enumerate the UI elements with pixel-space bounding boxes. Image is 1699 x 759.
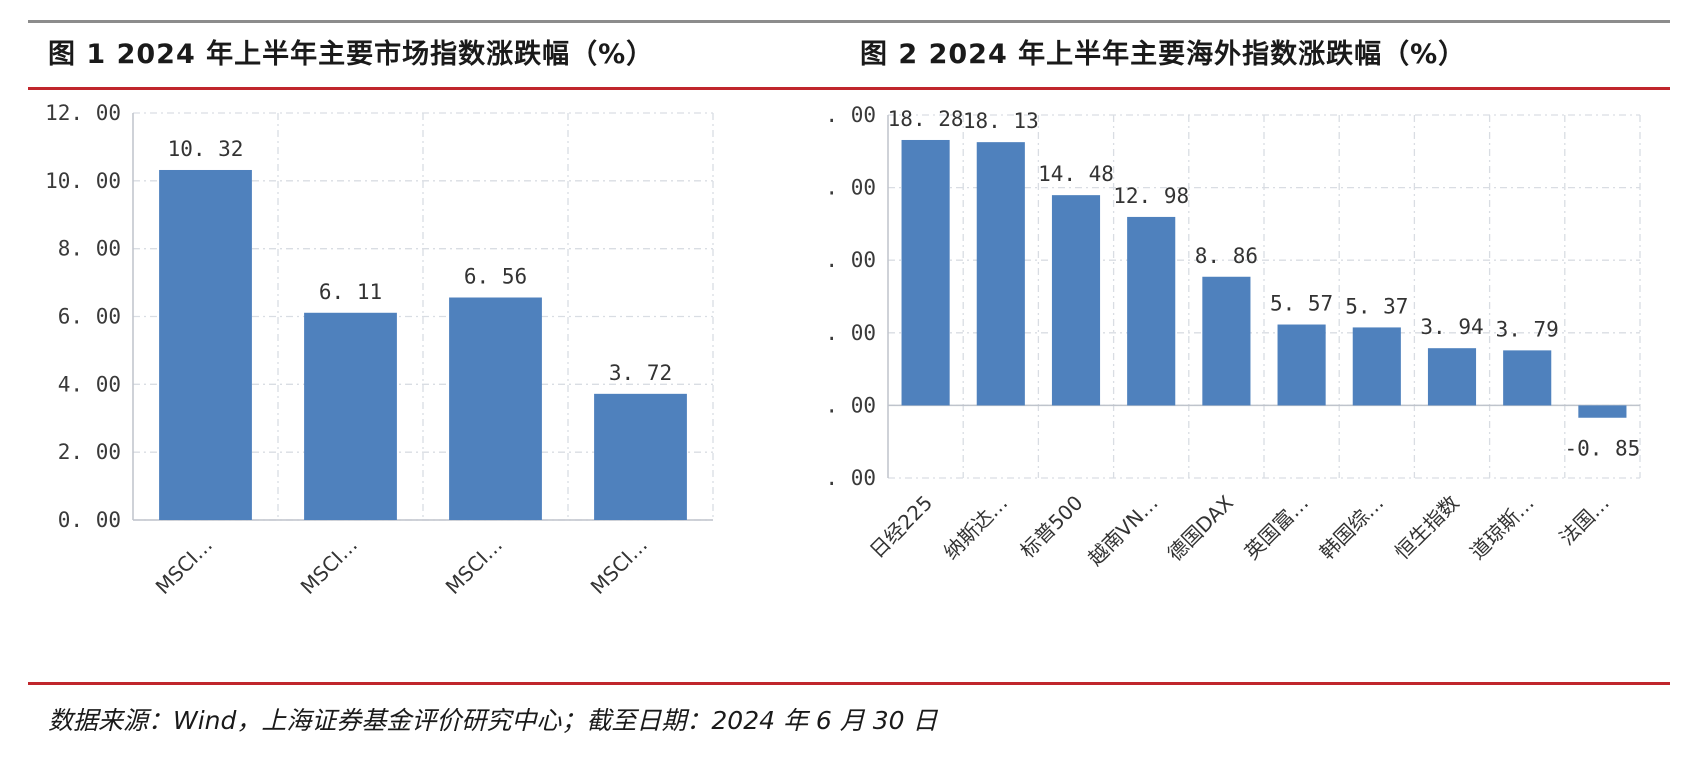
data-label: 6. 11	[319, 280, 382, 304]
x-category-label: 道琼斯…	[1465, 491, 1539, 565]
bar	[304, 312, 397, 520]
bar	[1503, 350, 1552, 406]
y-tick-label: 4. 00	[58, 372, 121, 396]
x-category-label: 韩国综…	[1315, 491, 1389, 565]
chart-overseas-indices: -5. 00 0. 00 5. 00 10. 00 15. 00 20. 00 18. 28…	[830, 103, 1641, 571]
x-category-label: 纳斯达…	[939, 491, 1013, 565]
chart-market-indices: 0. 00 2. 00 4. 00 6. 00 8. 00 10. 00 12. 00 10.…	[45, 101, 714, 599]
top-rule	[28, 20, 1670, 23]
title-divider	[28, 87, 1670, 90]
data-label: 12. 98	[1113, 184, 1189, 208]
figure-2-title: 图 2 2024 年上半年主要海外指数涨跌幅（%）	[860, 39, 1467, 70]
bar	[159, 169, 252, 520]
data-label: 3. 79	[1496, 317, 1559, 341]
data-label: 8. 86	[1195, 244, 1258, 268]
data-label: 10. 32	[168, 137, 244, 161]
bar	[901, 139, 950, 406]
y-tick-label: 12. 00	[45, 101, 121, 125]
data-label: 5. 37	[1345, 294, 1408, 318]
bar	[1277, 324, 1326, 406]
x-category-label: 英国富…	[1240, 491, 1314, 565]
bar	[1578, 405, 1627, 418]
x-category-label: MSCI…	[441, 533, 507, 599]
y-tick-label: 20. 00	[830, 103, 876, 127]
x-category-label: MSCI…	[586, 533, 652, 599]
data-label: -0. 85	[1564, 437, 1640, 461]
bar	[1427, 348, 1477, 406]
data-label: 3. 72	[609, 361, 672, 385]
bar	[976, 142, 1025, 406]
x-category-label: 德国DAX	[1163, 490, 1238, 565]
figure-1-title: 图 1 2024 年上半年主要市场指数涨跌幅（%）	[48, 39, 655, 70]
x-category-label: MSCI…	[296, 533, 362, 599]
data-label: 5. 57	[1270, 292, 1333, 316]
bar	[449, 297, 542, 520]
y-tick-label: 10. 00	[830, 248, 876, 272]
x-category-label: MSCI…	[151, 533, 217, 599]
x-category-label: 标普500	[1015, 491, 1087, 563]
bar	[1127, 216, 1176, 406]
y-tick-label: -5. 00	[830, 466, 876, 490]
bar	[1202, 276, 1251, 406]
data-label: 18. 28	[888, 107, 964, 131]
x-category-label: 法国…	[1555, 491, 1614, 550]
y-tick-label: 15. 00	[830, 176, 876, 200]
data-label: 18. 13	[963, 109, 1039, 133]
y-tick-label: 8. 00	[58, 237, 121, 261]
x-category-label: 恒生指数	[1390, 491, 1464, 565]
bar	[594, 393, 687, 520]
data-label: 6. 56	[464, 265, 527, 289]
x-category-label: 日经225	[865, 491, 937, 563]
y-tick-label: 10. 00	[45, 169, 121, 193]
y-tick-label: 5. 00	[830, 321, 876, 345]
y-tick-label: 0. 00	[830, 393, 876, 417]
data-label: 14. 48	[1038, 162, 1114, 186]
y-tick-label: 0. 00	[58, 508, 121, 532]
y-tick-label: 6. 00	[58, 305, 121, 329]
footer-divider	[28, 682, 1670, 685]
x-category-label: 越南VN…	[1083, 491, 1163, 571]
bar	[1352, 327, 1401, 406]
bar	[1051, 195, 1101, 406]
data-label: 3. 94	[1420, 315, 1483, 339]
source-note: 数据来源：Wind，上海证券基金评价研究中心；截至日期：2024 年 6 月 3…	[48, 706, 938, 735]
y-tick-label: 2. 00	[58, 440, 121, 464]
